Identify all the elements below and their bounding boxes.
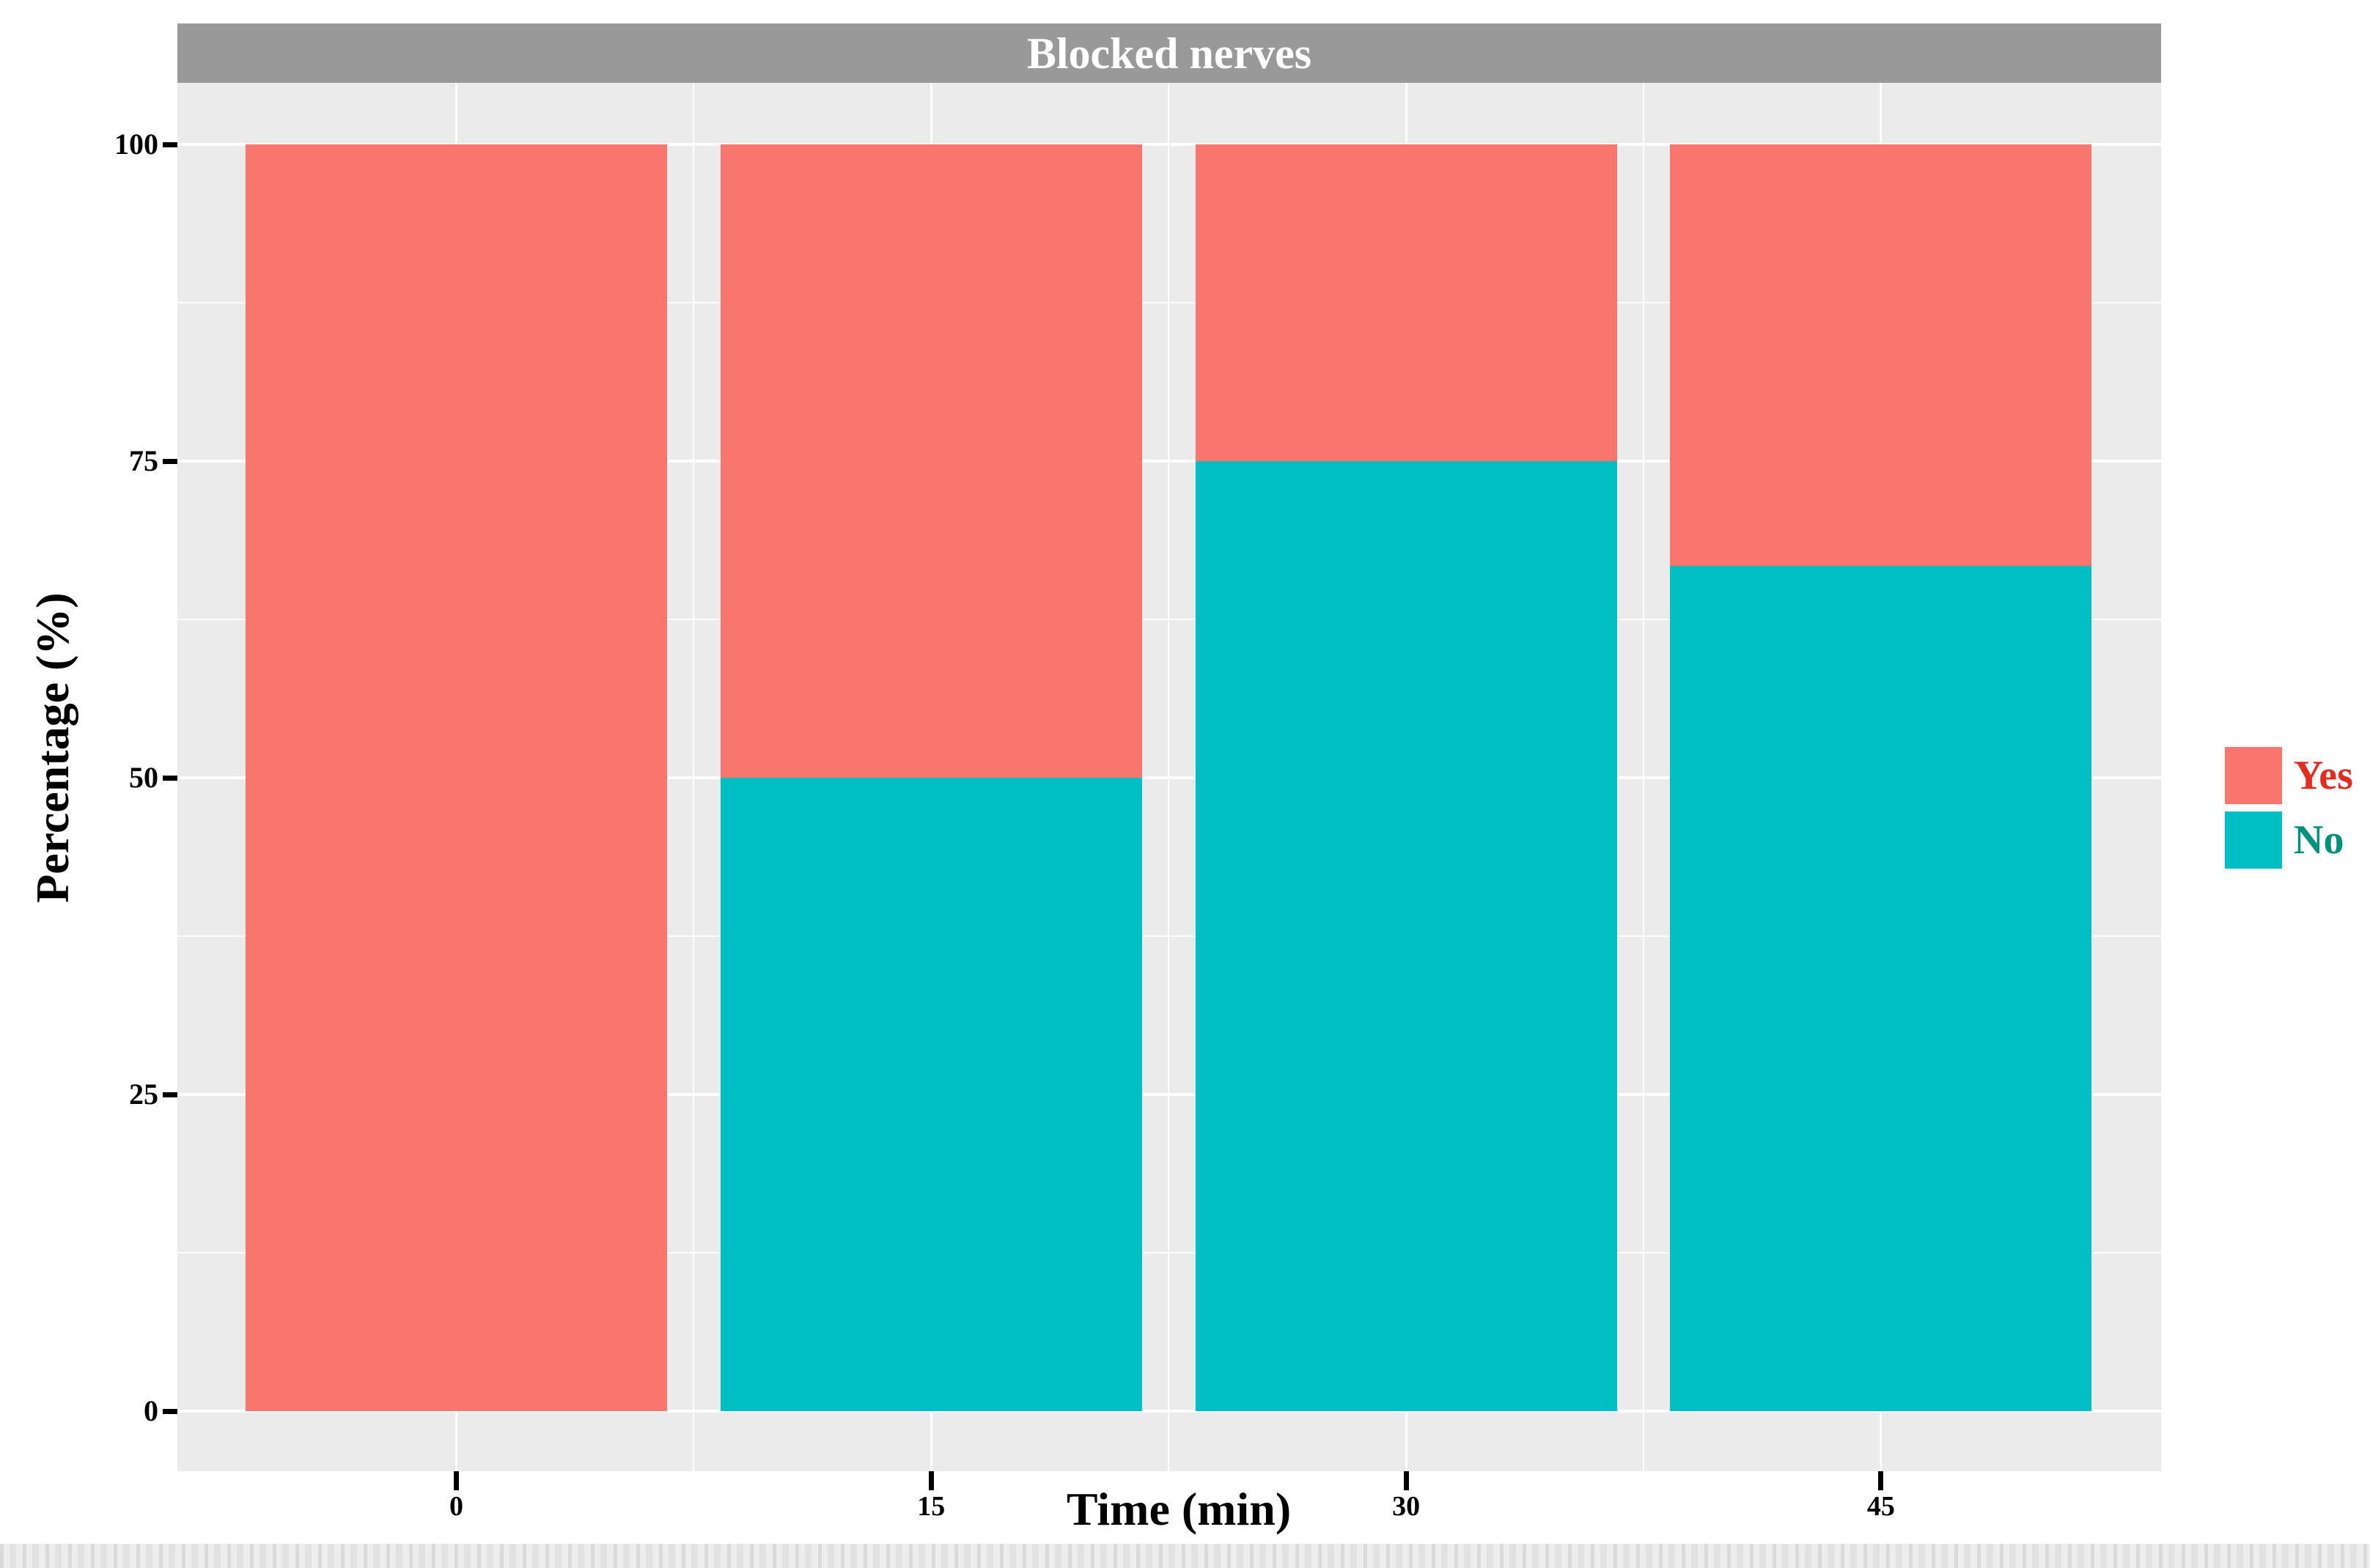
- y-tick-label: 0: [144, 1394, 158, 1427]
- legend-swatch-yes: [2225, 747, 2282, 804]
- title-strip: Blocked nerves: [177, 23, 2161, 83]
- legend-label-no: No: [2294, 817, 2344, 863]
- y-tick-label: 75: [129, 444, 158, 477]
- bar-30-yes-segment: [1195, 144, 1617, 461]
- legend-swatch-no: [2225, 811, 2282, 869]
- chart-title: Blocked nerves: [1026, 29, 1312, 78]
- bar-15-yes-segment: [720, 144, 1142, 778]
- bar-45-no-segment: [1670, 566, 2092, 1411]
- x-tick-mark: [453, 1471, 459, 1490]
- y-tick-label: 100: [114, 128, 158, 161]
- bar-45-yes-segment: [1670, 144, 2092, 567]
- legend: Yes No: [2225, 747, 2353, 869]
- vertical-minor-gridline: [1643, 83, 1644, 1471]
- y-tick-mark: [163, 1092, 177, 1097]
- y-tick-mark: [163, 775, 177, 781]
- y-tick-mark: [163, 458, 177, 464]
- x-tick-label: 30: [1392, 1491, 1421, 1522]
- x-tick-mark: [928, 1471, 934, 1490]
- bar-15-no-segment: [720, 778, 1142, 1411]
- bar-0-yes-segment: [245, 144, 667, 1411]
- x-tick-label: 15: [917, 1491, 946, 1522]
- x-axis-title: Time (min): [1066, 1483, 1292, 1535]
- plot-panel: [177, 83, 2161, 1471]
- x-tick-label: 45: [1866, 1491, 1895, 1522]
- bar-30-no-segment: [1195, 461, 1617, 1411]
- x-tick-label: 0: [449, 1491, 463, 1522]
- legend-item-no: No: [2225, 811, 2353, 869]
- y-axis-title: Percentage (%): [26, 592, 78, 903]
- y-tick-label: 50: [129, 761, 158, 794]
- legend-item-yes: Yes: [2225, 747, 2353, 804]
- y-tick-label: 25: [129, 1078, 158, 1111]
- legend-label-yes: Yes: [2294, 753, 2353, 798]
- y-tick-mark: [163, 1408, 177, 1414]
- bottom-edge-band: [0, 1544, 2370, 1568]
- vertical-minor-gridline: [1168, 83, 1170, 1471]
- x-tick-mark: [1878, 1471, 1884, 1490]
- vertical-minor-gridline: [693, 83, 695, 1471]
- y-tick-mark: [163, 141, 177, 147]
- x-tick-mark: [1403, 1471, 1409, 1490]
